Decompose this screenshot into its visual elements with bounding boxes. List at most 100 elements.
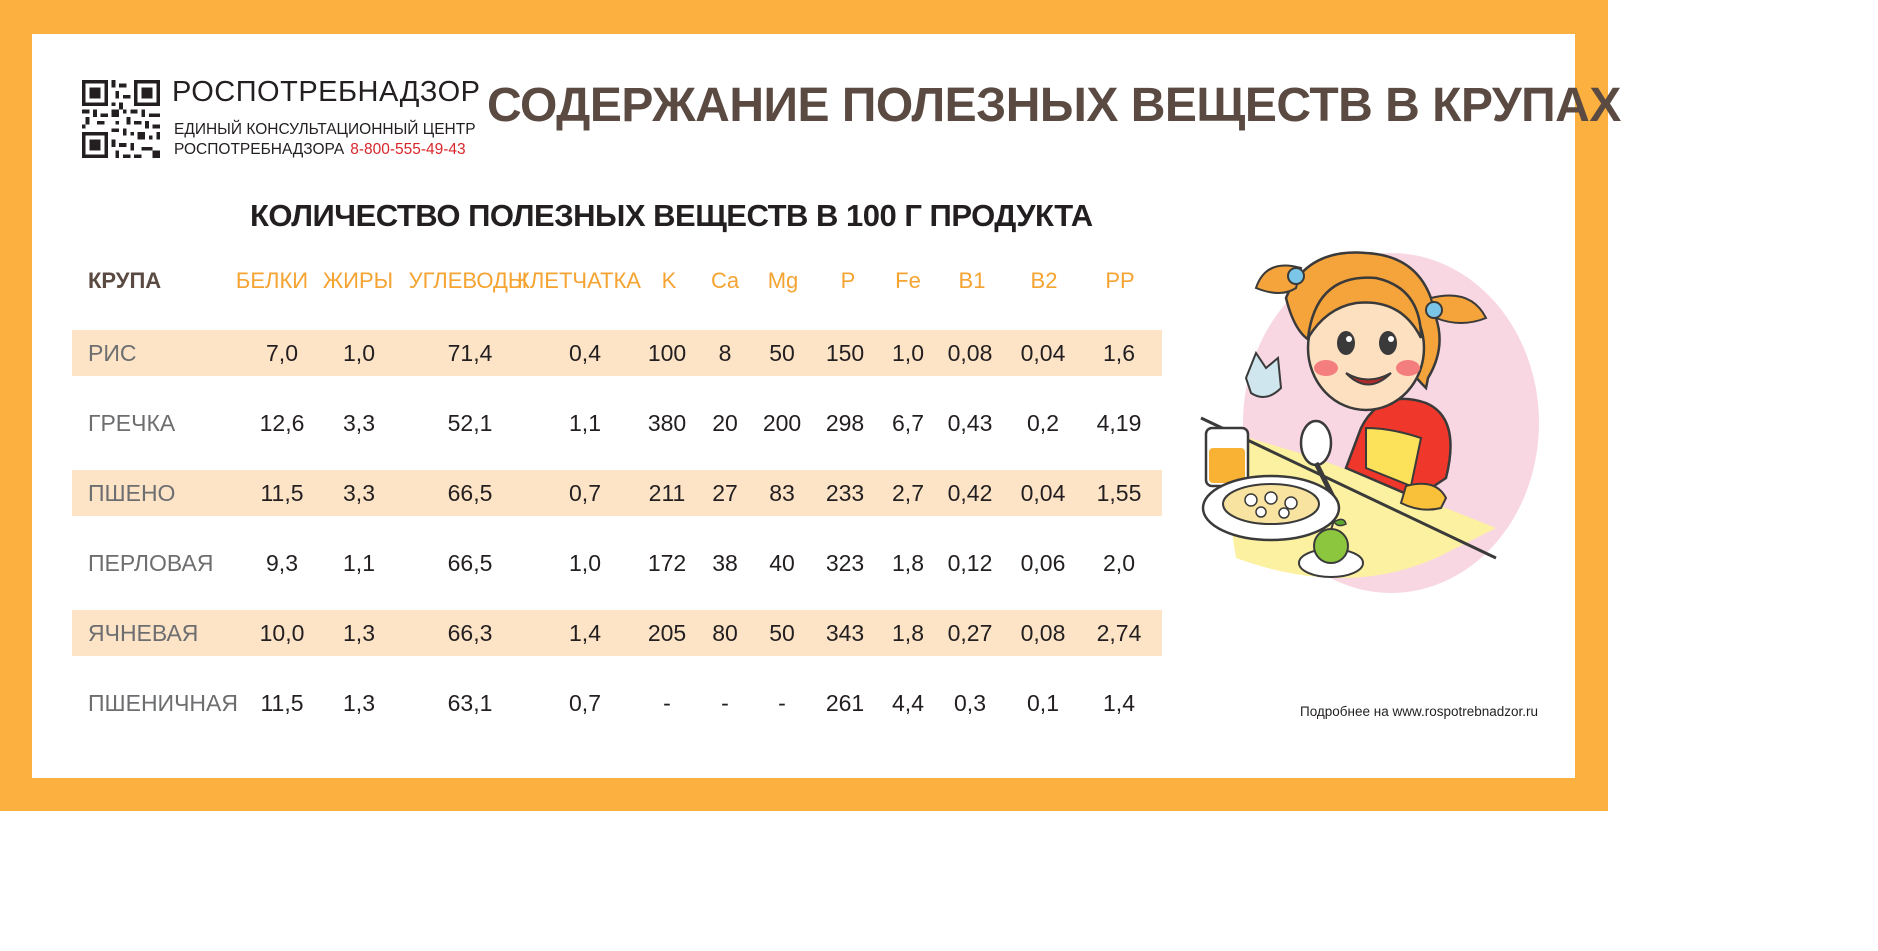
cell-p: 233 (825, 480, 865, 506)
col-header-fat: ЖИРЫ (322, 268, 394, 293)
cell-ca: 27 (712, 480, 738, 506)
col-header-pp: PP (1105, 268, 1135, 293)
cell-fat: 1,1 (343, 550, 375, 576)
cell-carbs: 52,1 (447, 410, 493, 436)
cell-carbs: 71,4 (447, 340, 493, 366)
consult-center-line-2: РОСПОТРЕБНАДЗОРА 8-800-555-49-43 (174, 141, 466, 159)
consult-center-org: РОСПОТРЕБНАДЗОРА (174, 141, 345, 158)
cell-k: 380 (647, 410, 687, 436)
cell-p: 298 (825, 410, 865, 436)
cell-k: 100 (647, 340, 687, 366)
org-name: РОСПОТРЕБНАДЗОР (172, 76, 481, 108)
cell-b1: 0,27 (947, 620, 993, 646)
cell-protein: 11,5 (260, 690, 304, 716)
cell-protein: 10,0 (259, 620, 305, 646)
cell-fat: 3,3 (343, 480, 375, 506)
cell-protein: 11,5 (260, 480, 304, 506)
table-row: ПШЕНИЧНАЯ 11,5 1,3 63,1 0,7 - - - 261 4,4 0,3 0,1 1,… (72, 680, 1162, 726)
cell-grain: РИС (88, 340, 137, 366)
hotline-phone: 8-800-555-49-43 (350, 141, 466, 158)
cell-k: 211 (648, 480, 686, 506)
cell-protein: 12,6 (259, 410, 305, 436)
cell-grain: ПЕРЛОВАЯ (88, 550, 214, 576)
cell-fat: 1,3 (343, 690, 375, 716)
col-header-fiber: КЛЕТЧАТКА (517, 268, 641, 293)
cell-b1: 0,12 (947, 550, 993, 576)
col-header-carbs: УГЛЕВОДЫ (408, 268, 528, 293)
cell-fe: 2,7 (892, 480, 924, 506)
cell-pp: 1,6 (1103, 340, 1135, 366)
cell-fe: 6,7 (892, 410, 924, 436)
cell-fiber: 0,7 (569, 690, 601, 716)
cell-fiber: 0,7 (569, 480, 601, 506)
cell-b1: 0,08 (947, 340, 993, 366)
col-header-fe: Fe (895, 268, 921, 293)
col-header-k: K (661, 268, 677, 293)
col-header-mg: Mg (767, 268, 799, 293)
cell-b2: 0,2 (1027, 410, 1059, 436)
cell-b2: 0,04 (1020, 480, 1066, 506)
cell-mg: - (778, 690, 786, 716)
table-row: ПШЕНО 11,5 3,3 66,5 0,7 211 27 83 233 2,7 0,42 0,04… (72, 470, 1162, 516)
cell-fiber: 1,0 (569, 550, 601, 576)
cell-ca: 80 (712, 620, 738, 646)
col-header-p: P (840, 268, 856, 293)
cell-p: 323 (825, 550, 865, 576)
col-header-protein: БЕЛКИ (235, 268, 309, 293)
cell-fiber: 1,1 (569, 410, 601, 436)
cell-p: 261 (825, 690, 865, 716)
cell-protein: 7,0 (266, 340, 298, 366)
cell-mg: 40 (769, 550, 795, 576)
col-header-ca: Ca (710, 268, 740, 293)
cell-b2: 0,08 (1020, 620, 1066, 646)
cell-k: 172 (647, 550, 687, 576)
cell-protein: 9,3 (266, 550, 298, 576)
cell-b1: 0,3 (954, 690, 986, 716)
cell-fiber: 0,4 (569, 340, 601, 366)
col-header-b1: B1 (958, 268, 986, 293)
cell-b2: 0,06 (1020, 550, 1066, 576)
cell-b2: 0,04 (1020, 340, 1066, 366)
cell-grain: ЯЧНЕВАЯ (88, 620, 199, 646)
cell-mg: 83 (769, 480, 795, 506)
cell-pp: 2,74 (1096, 620, 1142, 646)
cell-p: 343 (825, 620, 865, 646)
cell-k: - (663, 690, 671, 716)
cell-fe: 4,4 (892, 690, 924, 716)
cell-pp: 4,19 (1096, 410, 1142, 436)
cell-mg: 200 (762, 410, 802, 436)
cell-carbs: 66,5 (447, 550, 493, 576)
cell-fat: 1,0 (343, 340, 375, 366)
cell-mg: 50 (769, 340, 795, 366)
cell-fiber: 1,4 (569, 620, 601, 646)
cell-pp: 1,55 (1096, 480, 1142, 506)
table-row: ЯЧНЕВАЯ 10,0 1,3 66,3 1,4 205 80 50 343 1,8 0,27 0,… (72, 610, 1162, 656)
table-row: РИС 7,0 1,0 71,4 0,4 100 8 50 150 1,0 0,08 0,04 1,6 (72, 330, 1162, 376)
table-subtitle: КОЛИЧЕСТВО ПОЛЕЗНЫХ ВЕЩЕСТВ В 100 Г ПРОД… (250, 198, 1093, 233)
cell-mg: 50 (769, 620, 795, 646)
cell-ca: 38 (712, 550, 738, 576)
cell-b1: 0,43 (947, 410, 993, 436)
poster-title: СОДЕРЖАНИЕ ПОЛЕЗНЫХ ВЕЩЕСТВ В КРУПАХ (487, 79, 1621, 132)
cell-ca: 20 (712, 410, 738, 436)
col-header-b2: B2 (1030, 268, 1058, 293)
col-header-grain: КРУПА (88, 268, 162, 293)
cell-grain: ПШЕНИЧНАЯ (88, 690, 238, 716)
cell-pp: 1,4 (1103, 690, 1135, 716)
consult-center-line: ЕДИНЫЙ КОНСУЛЬТАЦИОННЫЙ ЦЕНТР (174, 121, 476, 138)
cell-k: 205 (647, 620, 687, 646)
cell-fat: 3,3 (343, 410, 375, 436)
cell-fe: 1,8 (892, 620, 924, 646)
table-header: КРУПА БЕЛКИ ЖИРЫ УГЛЕВОДЫ КЛЕТЧАТКА K Ca… (72, 250, 1162, 312)
cell-carbs: 63,1 (447, 690, 493, 716)
cell-p: 150 (825, 340, 865, 366)
cell-fe: 1,8 (892, 550, 924, 576)
cell-carbs: 66,3 (447, 620, 493, 646)
footer-more-info: Подробнее на www.rospotrebnadzor.ru (1300, 704, 1539, 719)
qr-code-icon (82, 80, 160, 158)
cell-grain: ПШЕНО (88, 480, 176, 506)
table-row: ГРЕЧКА 12,6 3,3 52,1 1,1 380 20 200 298 6,7 0,43 0,… (72, 400, 1162, 446)
table-row: ПЕРЛОВАЯ 9,3 1,1 66,5 1,0 172 38 40 323 1,8 0,12 0,… (72, 540, 1162, 586)
cell-b2: 0,1 (1027, 690, 1059, 716)
cell-grain: ГРЕЧКА (88, 410, 176, 436)
